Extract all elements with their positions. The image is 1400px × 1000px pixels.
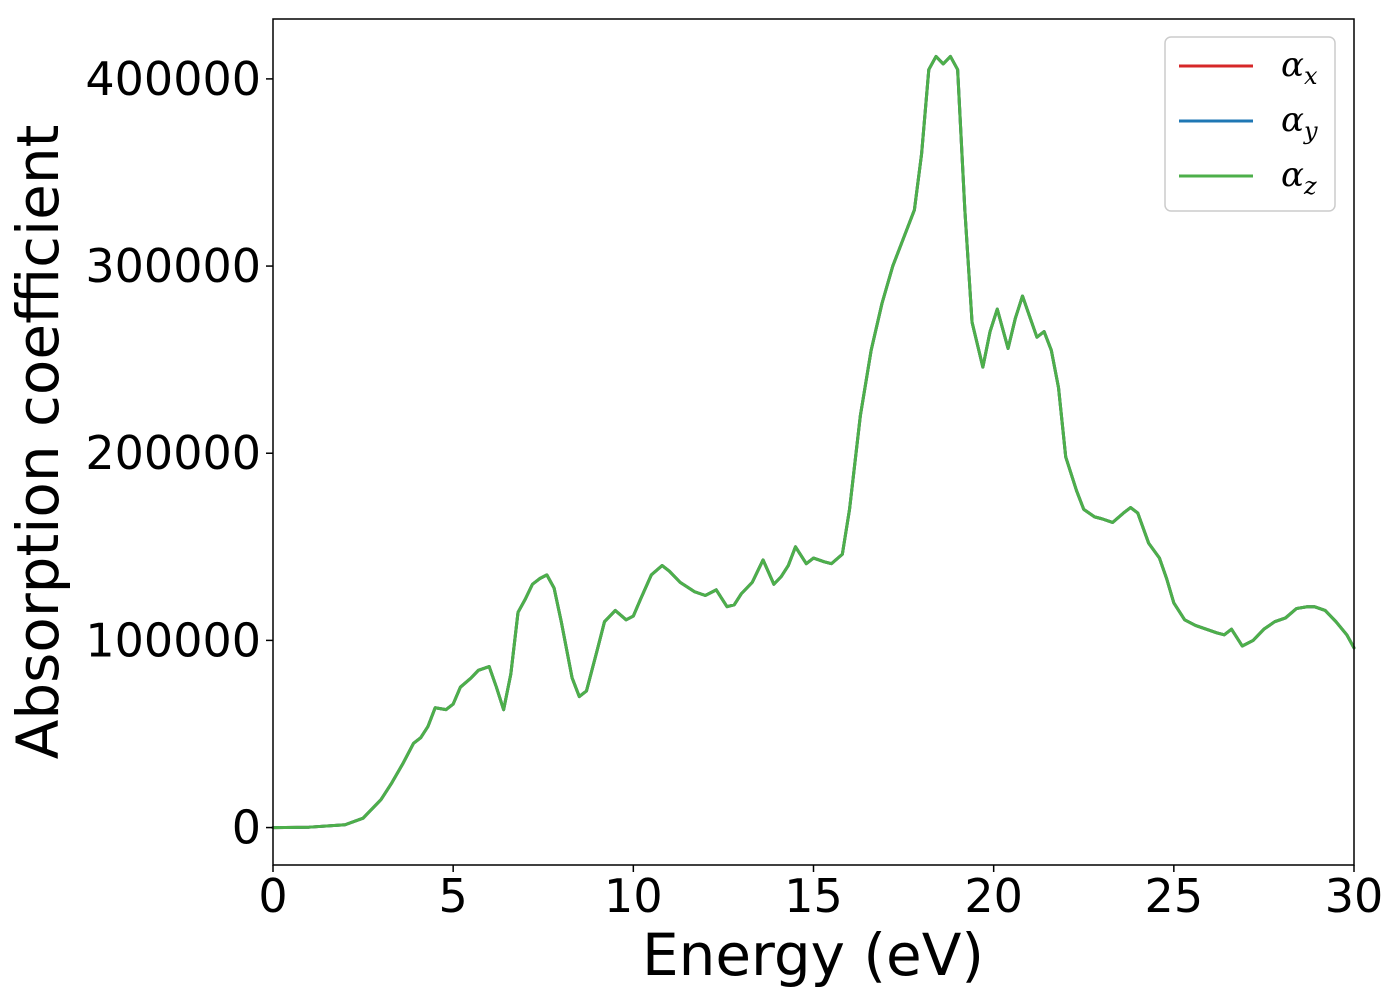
x-axis-label: Energy (eV) xyxy=(642,921,984,989)
x-tick-label: 5 xyxy=(439,869,468,923)
y-tick-label: 400000 xyxy=(85,52,261,106)
legend-label-x: αx xyxy=(1281,45,1318,90)
x-tick-label: 15 xyxy=(784,869,843,923)
y-tick-label: 0 xyxy=(232,801,261,855)
x-tick-label: 10 xyxy=(604,869,663,923)
legend-label-y: αy xyxy=(1281,100,1318,145)
legend-label-base: α xyxy=(1281,100,1304,140)
x-tick-label: 30 xyxy=(1325,869,1384,923)
x-tick-label: 0 xyxy=(258,869,287,923)
legend-label-z: αz xyxy=(1281,155,1317,200)
x-axis-ticks: 0 5 10 15 20 25 30 xyxy=(258,865,1383,923)
y-axis-label: Absorption coefficient xyxy=(4,125,72,760)
legend-box xyxy=(1164,36,1336,212)
series-line-z xyxy=(271,54,1356,830)
y-tick-label: 200000 xyxy=(85,426,261,480)
legend-label-subscript: z xyxy=(1303,172,1317,200)
x-tick-label: 20 xyxy=(964,869,1023,923)
y-tick-label: 100000 xyxy=(85,613,261,667)
legend-label-base: α xyxy=(1281,155,1304,195)
y-axis-ticks: 0 100000 200000 300000 400000 xyxy=(85,52,273,855)
series-layer xyxy=(271,54,1356,830)
legend-label-subscript: x xyxy=(1304,62,1318,90)
y-tick-label: 300000 xyxy=(85,239,261,293)
legend-label-subscript: y xyxy=(1303,117,1318,145)
x-tick-label: 25 xyxy=(1145,869,1204,923)
legend-label-base: α xyxy=(1281,45,1304,85)
